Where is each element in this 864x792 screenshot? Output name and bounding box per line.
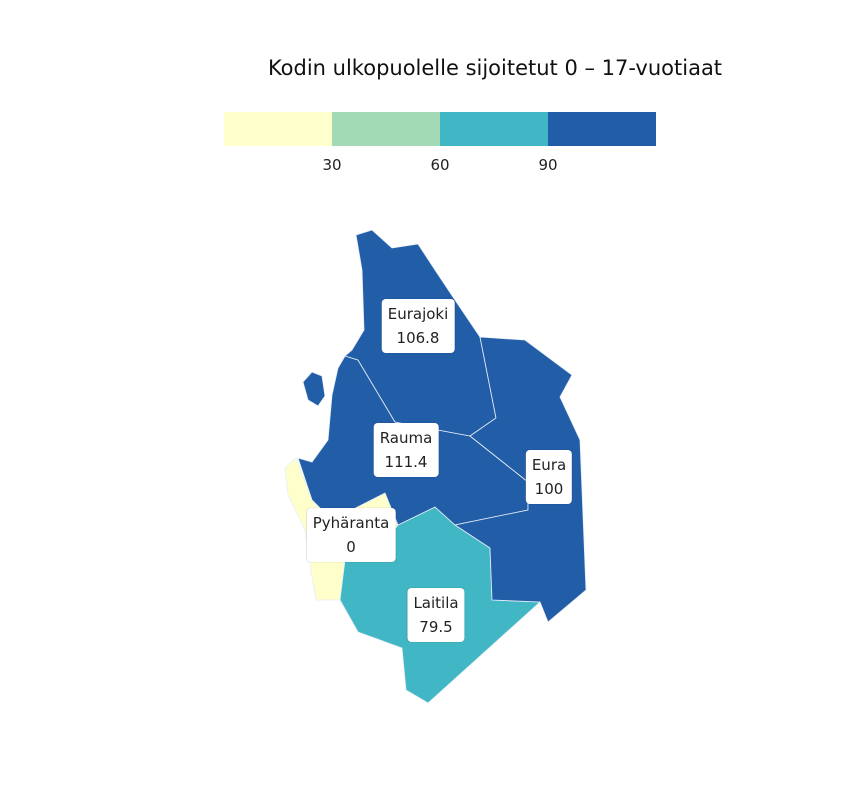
region-eura[interactable] — [453, 336, 587, 623]
legend-swatch-3 — [440, 112, 548, 146]
label-rauma-value: 111.4 — [384, 453, 428, 471]
label-laitila-value: 79.5 — [419, 618, 453, 636]
legend-tick-90: 90 — [538, 156, 558, 174]
label-laitila-name: Laitila — [413, 594, 459, 612]
label-eurajoki-name: Eurajoki — [387, 305, 449, 323]
map-title: Kodin ulkopuolelle sijoitetut 0 – 17-vuo… — [267, 56, 723, 80]
label-eura: Eura 100 — [525, 450, 573, 504]
legend-swatch-2 — [332, 112, 440, 146]
label-rauma-name: Rauma — [379, 429, 433, 447]
label-eura-value: 100 — [534, 480, 564, 498]
region-eurajoki-island — [302, 371, 326, 407]
label-rauma: Rauma 111.4 — [373, 423, 439, 477]
legend-swatch-4 — [548, 112, 656, 146]
color-legend — [224, 112, 656, 146]
label-laitila: Laitila 79.5 — [407, 588, 465, 642]
label-eura-name: Eura — [531, 456, 567, 474]
label-pyharanta: Pyhäranta 0 — [306, 508, 396, 562]
legend-swatch-1 — [224, 112, 332, 146]
label-eurajoki: Eurajoki 106.8 — [381, 299, 455, 353]
label-pyharanta-name: Pyhäranta — [312, 514, 390, 532]
label-eurajoki-value: 106.8 — [396, 329, 440, 347]
label-pyharanta-value: 0 — [346, 538, 356, 556]
legend-tick-60: 60 — [430, 156, 450, 174]
legend-tick-30: 30 — [322, 156, 342, 174]
